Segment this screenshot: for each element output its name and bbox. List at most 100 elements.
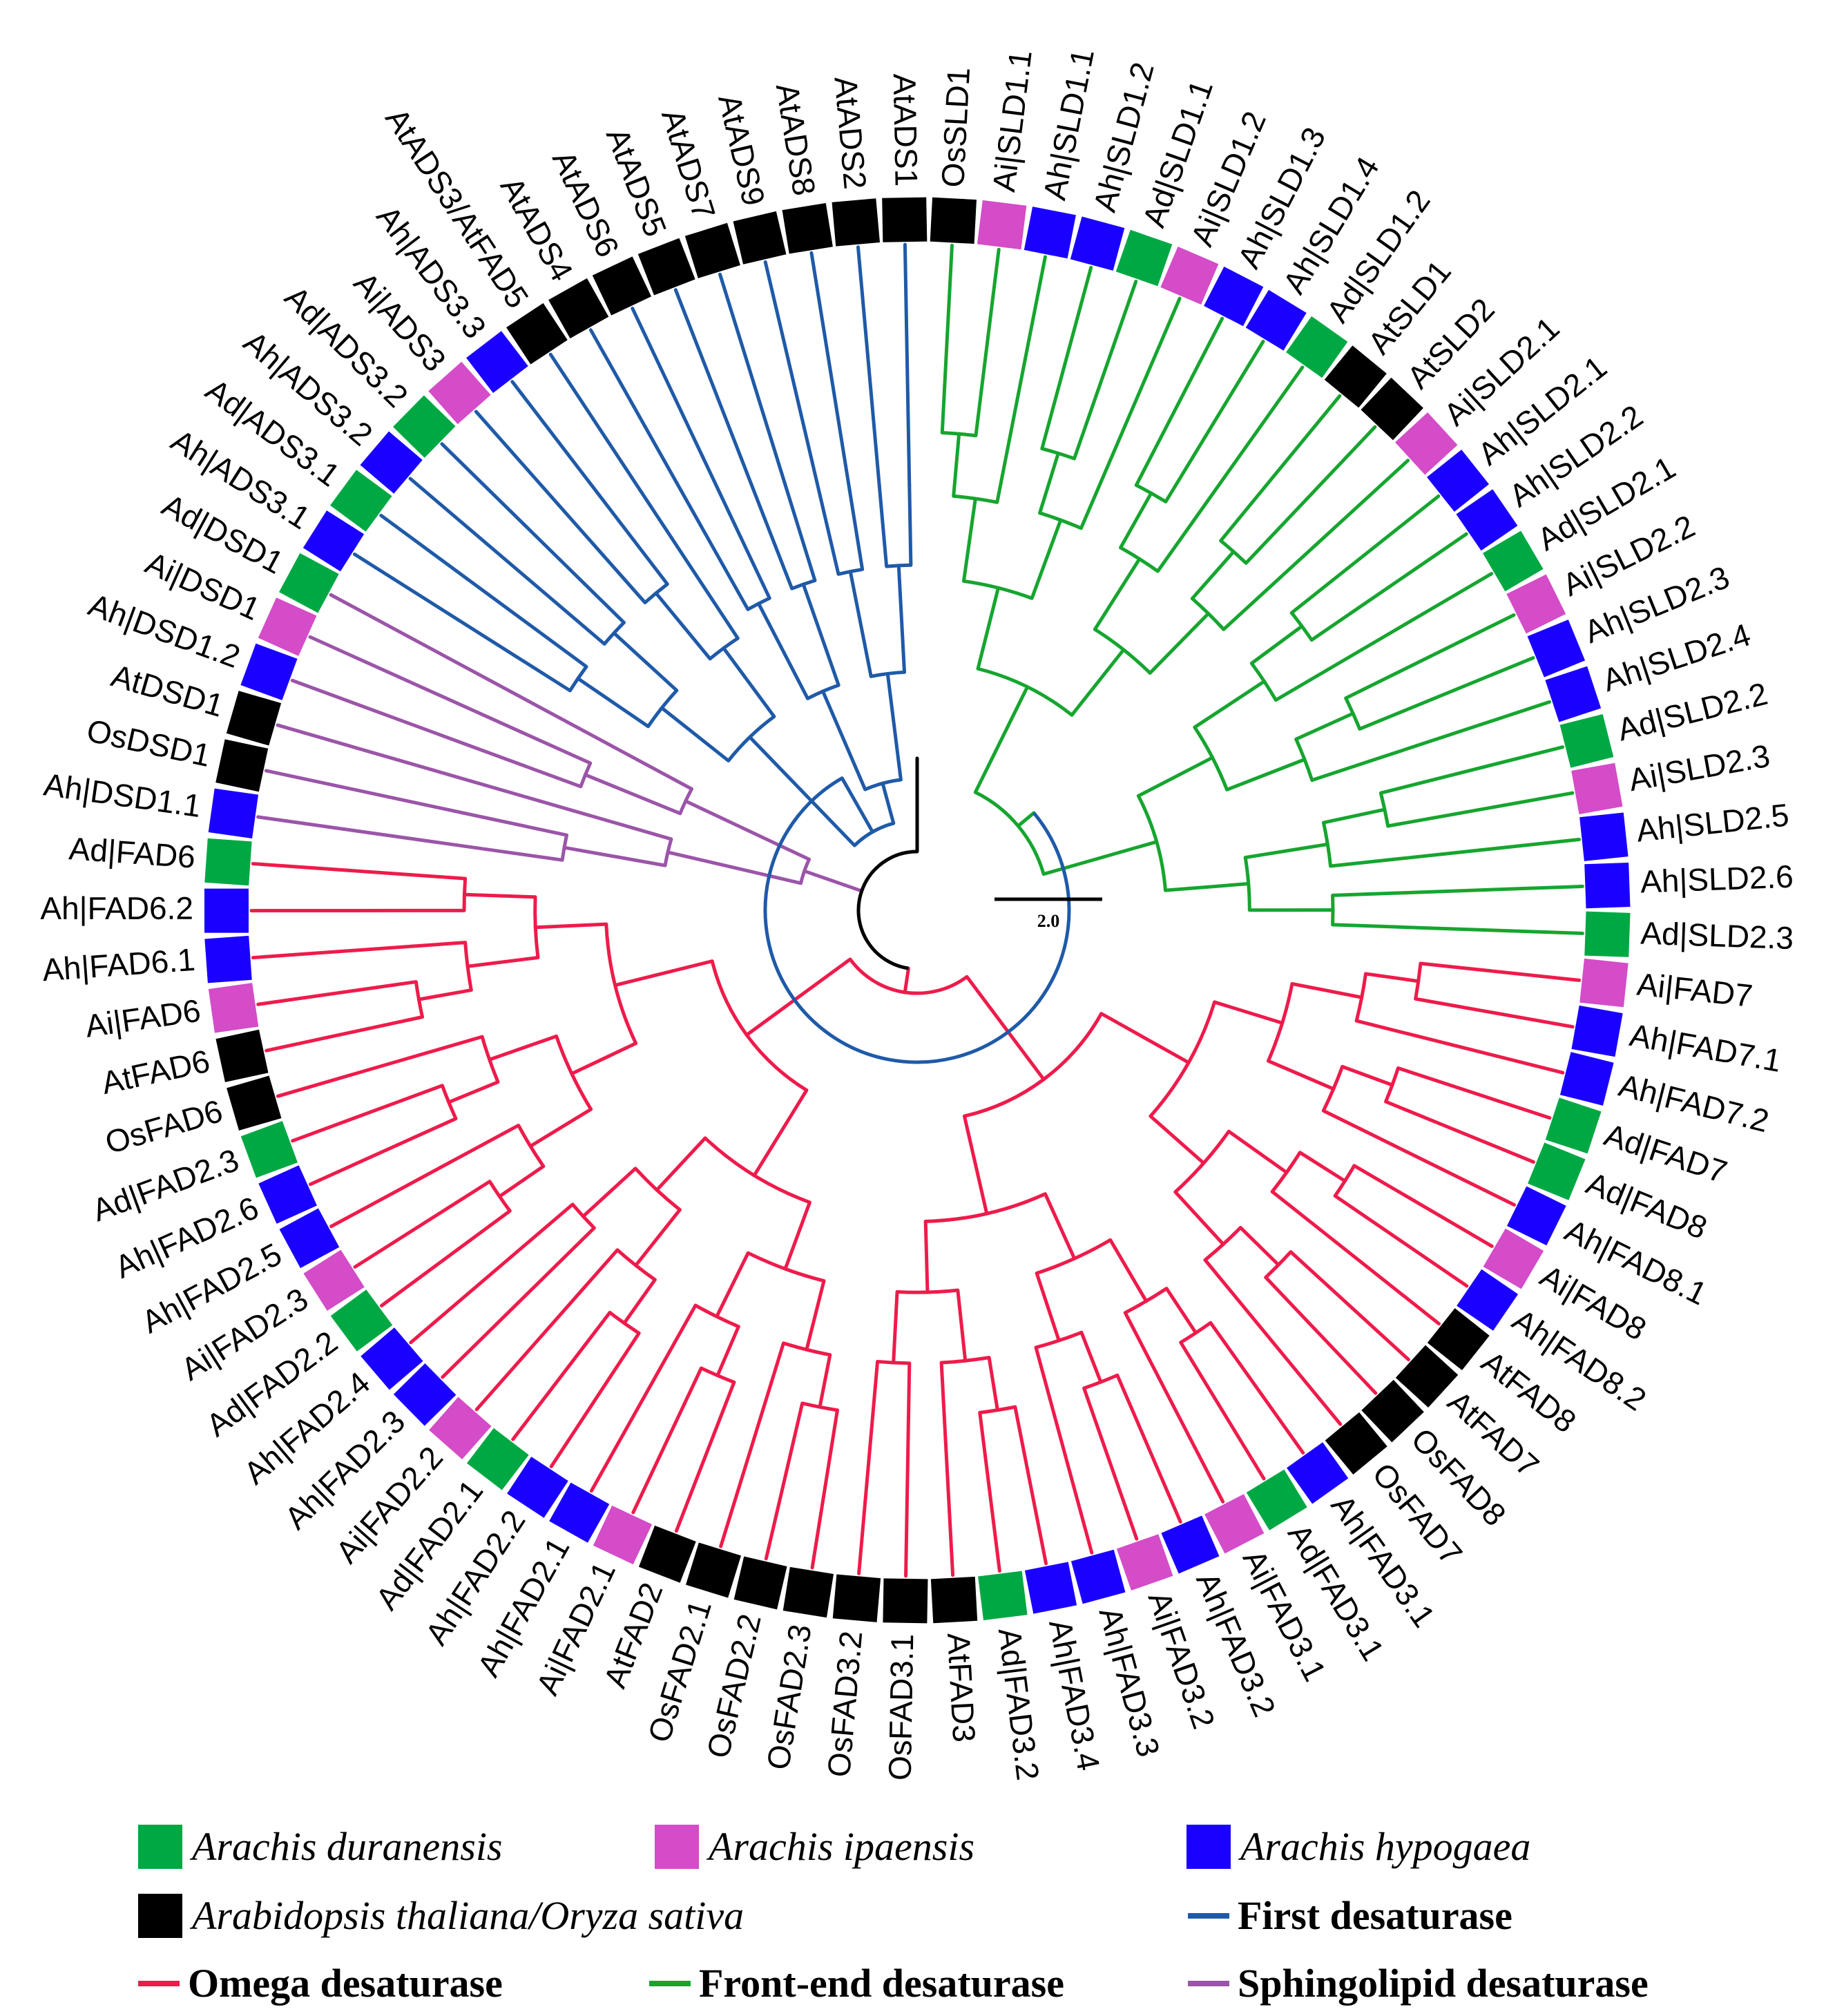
tree-branch [465,956,540,968]
species-box [1571,762,1623,814]
species-box [883,1578,928,1624]
tree-leaf-branch [379,1233,480,1308]
tree-leaf-branch [904,1414,910,1578]
legend-swatch-ai [655,1824,699,1869]
leaf-labels: OsSLD1 Ai|SLD1.1Ah|SLD1.1Ah|SLD1.2Ad|SLD1… [40,46,1794,1782]
tree-leaf-branch [942,1414,955,1577]
tree-branch [554,601,606,646]
tree-leaf-branch [1326,494,1441,586]
tree-branch [952,432,961,498]
species-box [428,361,491,425]
leaf-label: Ah|SLD2.5 [1635,796,1791,848]
legend-label: Arachis duranensis [192,1824,503,1869]
legend-item-front-end-desaturase: Front-end desaturase [649,1960,1064,2006]
tree-branch [885,671,903,782]
species-box [208,788,259,839]
tree-branch [454,1180,492,1205]
species-box [1559,1052,1614,1106]
tree-branch [733,524,771,600]
tree-branch [1209,1321,1236,1357]
leaf-label: Ah|DSD1.1 [41,766,203,824]
tree-branch [829,1408,839,1452]
legend-label: Arachis ipaensis [709,1824,975,1869]
legend-line-omega [138,1980,180,1986]
tree-leaf-branch [408,477,558,605]
tree-branch [1190,550,1236,601]
tree-branch [974,387,983,438]
legend-item-first-desaturase: First desaturase [1188,1892,1512,1939]
tree-branch [1213,1000,1285,1025]
species-box [466,331,528,393]
legend-swatch-at-os [138,1893,182,1938]
tree-branch [973,685,1030,794]
species-box [1361,1379,1424,1443]
species-box [1427,450,1489,512]
leaf-label: AtFAD3 [941,1632,982,1743]
tree-branch [1093,557,1142,631]
tree-branch [612,631,679,693]
tree-branch [1290,981,1364,999]
tree-branch [1249,624,1304,665]
tree-branch [410,873,468,881]
scale-bar: 2.0 [995,897,1102,931]
tree-leaf-branch [1393,884,1584,895]
leaf-label: Ad|FAD3.2 [992,1626,1046,1782]
tree-branch [447,1080,500,1104]
species-box [1506,574,1566,634]
species-box [733,211,787,265]
tree-leaf-branch [1366,1216,1469,1288]
leaf-label: Ai|FAD7 [1635,966,1754,1013]
tree-branch [923,1219,930,1294]
tree-branch-arc [763,776,1071,1064]
legend-label: Front-end desaturase [699,1961,1064,2006]
leaf-label: Ah|SLD2.6 [1640,858,1794,900]
tree-branch [791,1401,805,1444]
tree-leaf-branch [1237,1299,1343,1426]
tree-branch [562,845,667,867]
species-box [204,935,252,983]
tree-branch [613,959,714,988]
tree-leaf-branch [589,1350,671,1493]
tree-root-arc [860,849,918,892]
tree-branch [601,553,647,604]
tree-branch [896,564,907,674]
species-box [1545,666,1602,722]
legend-item-sphingolipid-desaturase: Sphingolipid desaturase [1188,1960,1649,2006]
tree-branch [599,738,694,791]
tree-branch [576,676,651,729]
tree-branch [1352,1164,1391,1188]
leaf-label: AtADS8 [769,81,823,198]
tree-branch [1134,441,1160,487]
tree-leaf-branch [1393,925,1584,935]
legend-label: First desaturase [1238,1893,1512,1938]
leaf-label: AtADS2 [827,75,873,191]
tree-leaf-branch [718,272,794,506]
tree-branch [506,758,583,789]
species-box [258,1165,317,1224]
species-box [330,470,392,532]
leaf-label: Ad|FAD6 [68,830,196,875]
tree-branch [752,1088,809,1178]
species-box [506,303,568,365]
tree-leaf-branch [809,251,852,492]
tree-branch [748,735,856,847]
tree-branch [1414,997,1457,1008]
species-box [977,200,1027,250]
species-box [204,838,252,886]
species-box [930,197,977,244]
tree-branch [581,1167,637,1218]
tree-branch [892,1290,899,1365]
species-box [592,256,652,316]
species-box [227,1075,282,1131]
tree-branch [1108,1238,1149,1303]
tree-branch [1378,780,1428,795]
tree-branch [789,502,817,583]
species-box [1506,1186,1566,1246]
species-box [978,1571,1028,1621]
tree-branch [1321,807,1387,825]
tree-branch-arc [853,821,894,847]
legend-item-arabidopsis-oryza: Arabidopsis thaliana/Oryza sativa [138,1892,744,1939]
tree-branch [1270,1189,1316,1227]
tree-leaf-branch [983,1450,1001,1573]
